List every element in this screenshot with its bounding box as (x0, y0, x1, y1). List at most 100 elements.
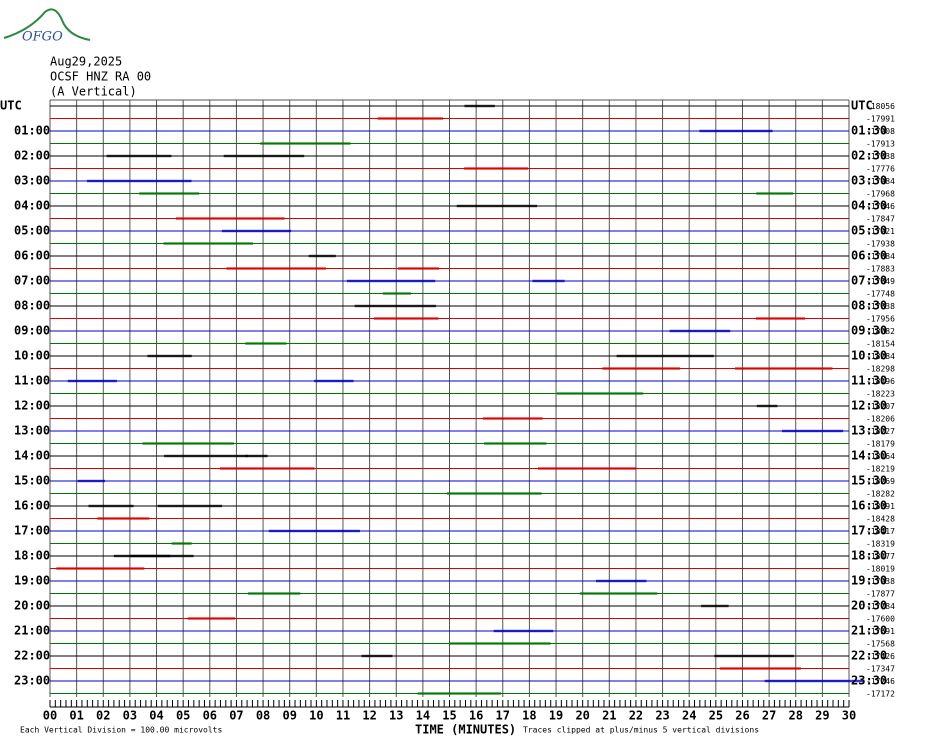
offset-label: -17838 (866, 152, 895, 161)
offset-label: -17776 (866, 165, 895, 174)
x-tick-label: 25 (709, 709, 723, 723)
hour-label: 22:00 (14, 649, 50, 663)
offset-label: -17246 (866, 677, 895, 686)
half-hour-label: 16:30 (851, 499, 887, 513)
trace-burst (226, 267, 326, 270)
trace-burst (187, 617, 236, 620)
half-hour-label: 13:30 (851, 424, 887, 438)
hour-label: 02:00 (14, 149, 50, 163)
offset-label: -18177 (866, 552, 895, 561)
trace-burst (157, 504, 223, 508)
offset-label: -18206 (866, 415, 895, 424)
hour-label: 14:00 (14, 449, 50, 463)
x-tick-label: 28 (789, 709, 803, 723)
offset-label: -17877 (866, 590, 895, 599)
x-tick-label: 10 (309, 709, 323, 723)
x-tick-label: 27 (762, 709, 776, 723)
trace-burst (446, 492, 542, 495)
trace-burst (764, 679, 865, 683)
trace-burst (755, 317, 806, 320)
x-tick-label: 04 (149, 709, 163, 723)
half-hour-label: 01:30 (851, 124, 887, 138)
trace-burst (268, 529, 360, 533)
trace-burst (354, 304, 436, 308)
trace-burst (669, 329, 731, 333)
trace-burst (175, 217, 285, 220)
offset-label: -17426 (866, 652, 895, 661)
trace-burst (97, 517, 150, 520)
half-hour-label: 02:30 (851, 149, 887, 163)
x-tick-label: 02 (96, 709, 110, 723)
trace-burst (556, 392, 644, 395)
trace-burst (163, 242, 254, 245)
trace-burst (260, 142, 351, 145)
trace-burst (223, 154, 305, 158)
offset-label: -17591 (866, 627, 895, 636)
trace-burst (417, 692, 502, 695)
hour-label: 13:00 (14, 424, 50, 438)
offset-label: -17568 (866, 640, 895, 649)
hour-label: 11:00 (14, 374, 50, 388)
trace-burst (88, 504, 134, 508)
offset-label: -17172 (866, 690, 895, 699)
offset-label: -17984 (866, 177, 895, 186)
half-hour-label: 06:30 (851, 249, 887, 263)
x-tick-label: 12 (362, 709, 376, 723)
station: OCSF HNZ RA 00 (50, 70, 151, 84)
trace-burst (106, 154, 172, 158)
trace-burst (756, 404, 778, 408)
hour-label: 07:00 (14, 274, 50, 288)
trace-burst (56, 567, 145, 570)
hour-label: 12:00 (14, 399, 50, 413)
offset-label: -17784 (866, 602, 895, 611)
offset-label: -18056 (866, 102, 895, 111)
hour-label: 20:00 (14, 599, 50, 613)
trace-burst (308, 254, 336, 258)
x-tick-label: 16 (469, 709, 483, 723)
hour-label: 04:00 (14, 199, 50, 213)
offset-label: -18227 (866, 427, 895, 436)
half-hour-label: 21:30 (851, 624, 887, 638)
half-hour-label: 20:30 (851, 599, 887, 613)
half-hour-label: 05:30 (851, 224, 887, 238)
x-tick-label: 23 (655, 709, 669, 723)
offset-label: -18428 (866, 515, 895, 524)
trace-burst (164, 454, 248, 458)
offset-label: -17883 (866, 265, 895, 274)
hour-label: 09:00 (14, 324, 50, 338)
trace-burst (67, 379, 117, 383)
trace-burst (699, 129, 773, 133)
offset-label: -18019 (866, 565, 895, 574)
half-hour-label: 15:30 (851, 474, 887, 488)
x-tick-label: 06 (203, 709, 217, 723)
trace-burst (77, 479, 106, 483)
x-tick-label: 07 (229, 709, 243, 723)
trace-burst (346, 279, 436, 283)
trace-burst (493, 629, 554, 633)
trace-burst (734, 367, 833, 370)
offset-label: -17600 (866, 615, 895, 624)
half-hour-label: 19:30 (851, 574, 887, 588)
offset-label: -18223 (866, 390, 895, 399)
hour-label: 03:00 (14, 174, 50, 188)
x-tick-label: 08 (256, 709, 270, 723)
trace-burst (782, 429, 844, 433)
trace-burst (482, 417, 543, 420)
half-hour-label: 12:30 (851, 399, 887, 413)
x-tick-label: 01 (69, 709, 83, 723)
logo: OFGO (22, 30, 63, 45)
trace-burst (87, 179, 192, 183)
offset-label: -17838 (866, 302, 895, 311)
offset-label: -18417 (866, 527, 895, 536)
offset-label: -17846 (866, 202, 895, 211)
x-tick-label: 30 (842, 709, 856, 723)
x-tick-label: 03 (123, 709, 137, 723)
clip-note: Traces clipped at plus/minus 5 vertical … (523, 726, 759, 735)
trace-burst (579, 592, 658, 595)
date: Aug29,2025 (50, 55, 122, 69)
half-hour-label: 10:30 (851, 349, 887, 363)
trace-burst (484, 442, 547, 445)
trace-burst (373, 317, 439, 320)
half-hour-label: 04:30 (851, 199, 887, 213)
